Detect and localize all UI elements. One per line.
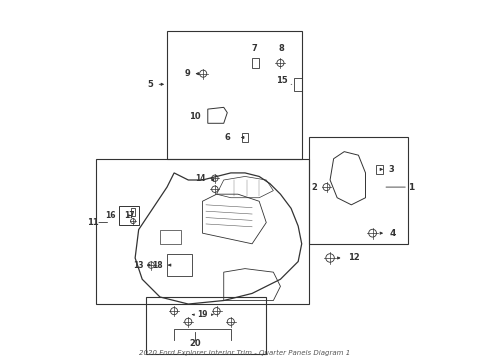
Text: 2: 2 xyxy=(312,183,318,192)
Text: 12: 12 xyxy=(348,253,360,262)
Text: 20: 20 xyxy=(190,338,201,347)
Text: 16: 16 xyxy=(105,211,116,220)
Bar xyxy=(130,208,135,216)
Bar xyxy=(309,138,408,244)
Bar xyxy=(167,255,192,276)
Bar xyxy=(252,58,259,68)
Text: 6: 6 xyxy=(225,133,231,142)
Bar xyxy=(146,297,266,354)
Text: 7: 7 xyxy=(251,44,257,53)
Bar xyxy=(167,31,302,159)
Text: 5: 5 xyxy=(147,80,153,89)
Text: 2020 Ford Explorer Interior Trim - Quarter Panels Diagram 1: 2020 Ford Explorer Interior Trim - Quart… xyxy=(139,350,351,356)
Bar xyxy=(119,206,139,225)
Text: 13: 13 xyxy=(133,261,144,270)
Bar xyxy=(96,159,309,304)
Text: 10: 10 xyxy=(189,112,200,121)
Text: 19: 19 xyxy=(197,310,208,319)
Text: 15: 15 xyxy=(276,76,288,85)
Text: 18: 18 xyxy=(152,261,163,270)
Bar xyxy=(242,133,248,142)
Text: 1: 1 xyxy=(408,183,414,192)
Text: 11: 11 xyxy=(87,218,98,227)
Text: 8: 8 xyxy=(279,44,285,53)
Text: 17: 17 xyxy=(124,211,134,220)
Text: 3: 3 xyxy=(388,165,394,174)
Bar xyxy=(294,78,302,91)
Bar xyxy=(376,165,383,174)
Bar xyxy=(160,230,181,244)
Text: 14: 14 xyxy=(196,174,206,183)
Text: 4: 4 xyxy=(390,229,396,238)
Text: 9: 9 xyxy=(185,69,191,78)
